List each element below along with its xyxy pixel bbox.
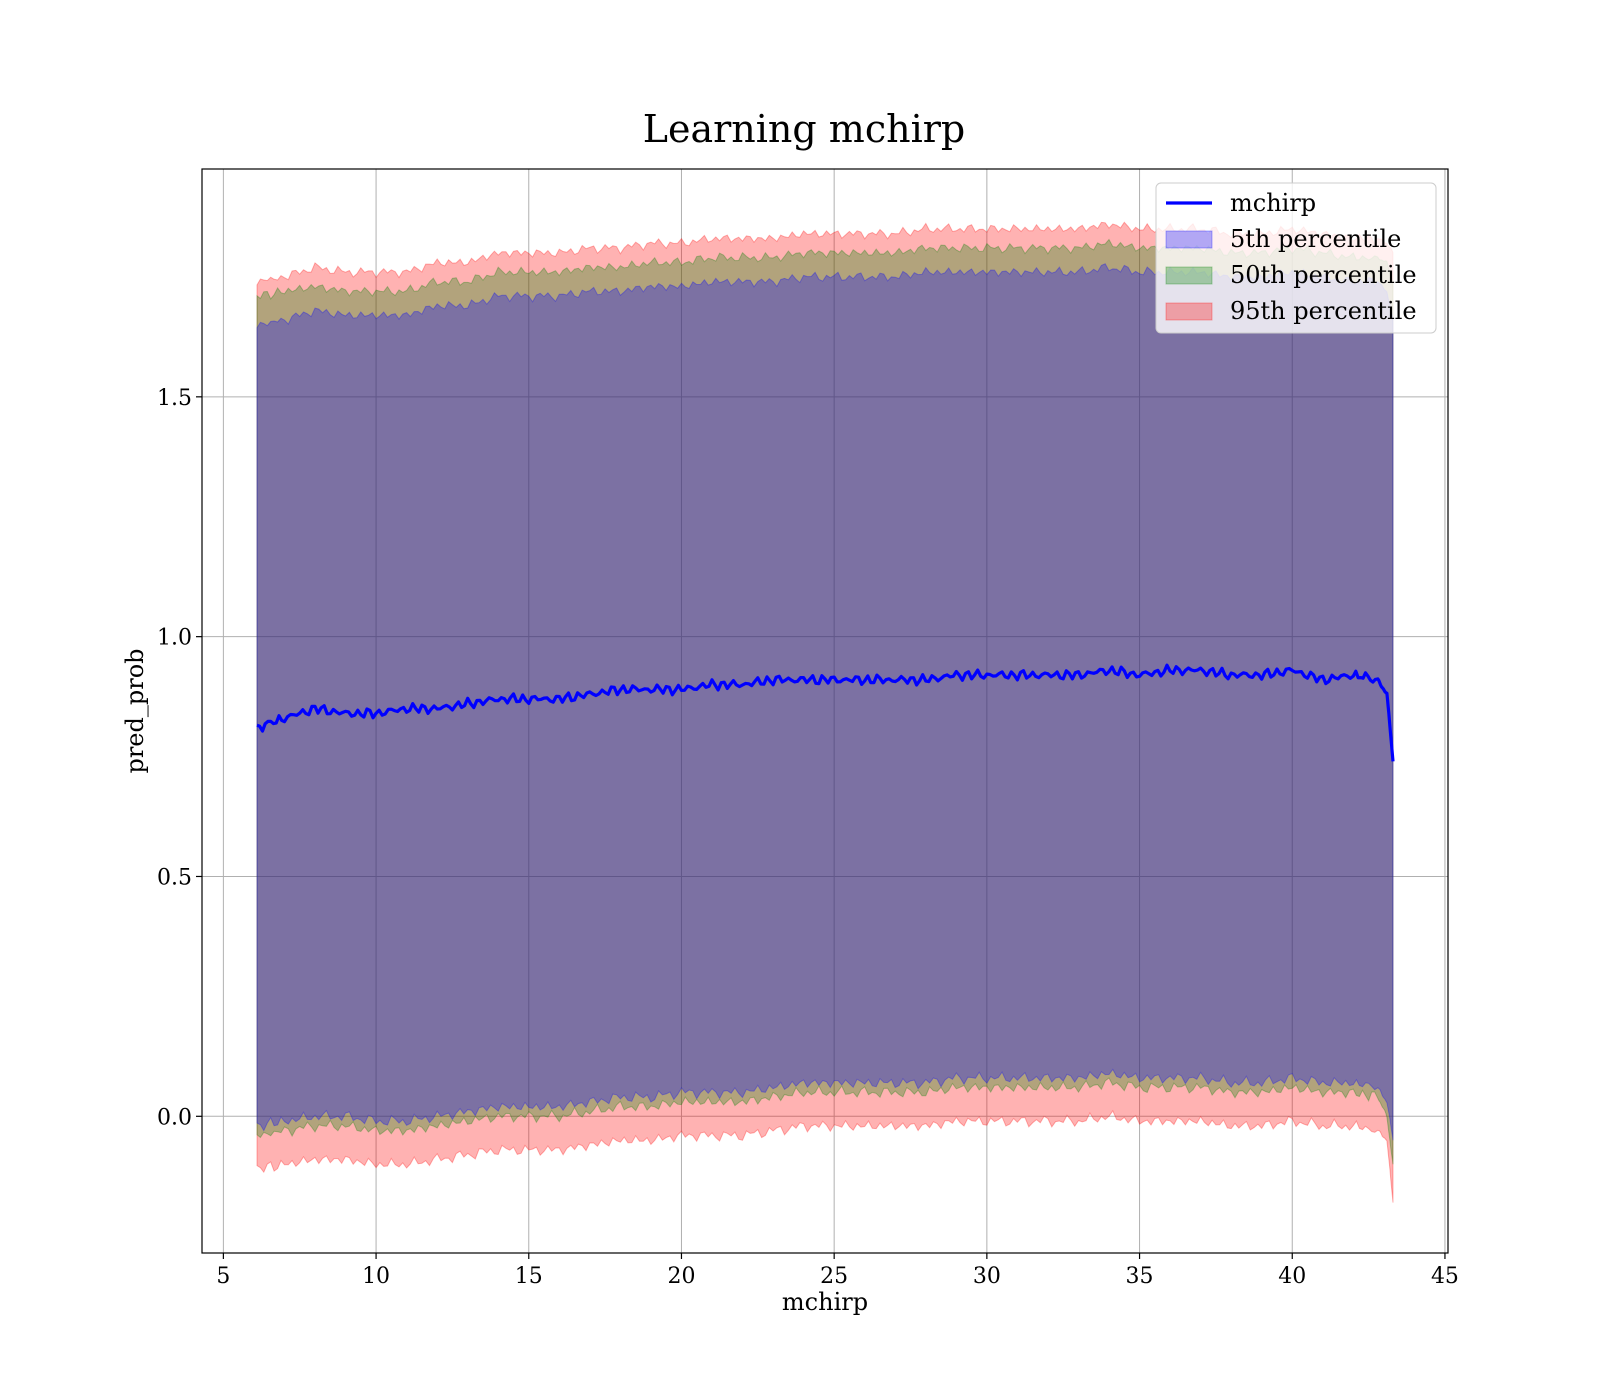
band-50th-percentile — [256, 238, 1394, 1165]
x-tick-label: 15 — [515, 1264, 543, 1289]
chart-title: Learning mchirp — [643, 107, 965, 151]
grid — [202, 169, 1448, 1253]
line-series — [256, 663, 1395, 762]
band-95th-percentile — [256, 221, 1394, 1203]
x-tick-label: 20 — [667, 1264, 695, 1289]
legend-box — [1155, 182, 1437, 334]
legend-label: mchirp — [1230, 189, 1316, 217]
x-tick-label: 5 — [216, 1264, 230, 1289]
y-tick-label: 0.5 — [157, 865, 192, 890]
x-axis-label: mchirp — [782, 1288, 868, 1316]
x-tick-label: 35 — [1126, 1264, 1154, 1289]
legend: mchirp 5th percentile 50th percentile 95th … — [1155, 182, 1437, 334]
percentile-bands — [256, 221, 1394, 1203]
legend-label: 5th percentile — [1230, 225, 1401, 253]
series-line-mchirp — [256, 663, 1395, 762]
y-tick-label: 1.0 — [157, 626, 192, 651]
legend-patch-swatch — [1165, 266, 1213, 285]
legend-label: 50th percentile — [1230, 261, 1417, 289]
x-tick-label: 25 — [820, 1264, 848, 1289]
x-tick-label: 45 — [1431, 1264, 1459, 1289]
plot-frame — [201, 168, 1449, 1254]
y-tick-label: 0.0 — [157, 1105, 192, 1130]
legend-patch-swatch — [1165, 302, 1213, 321]
x-tick-label: 30 — [973, 1264, 1001, 1289]
x-tick-label: 10 — [362, 1264, 390, 1289]
legend-label: 95th percentile — [1230, 297, 1417, 325]
y-tick-label: 1.5 — [157, 386, 192, 411]
axis-ticks: 5 10 15 20 25 30 35 40 45 0.0 0.5 1.0 1.5 — [157, 386, 1459, 1289]
y-axis-label: pred_prob — [121, 648, 149, 773]
x-tick-label: 40 — [1278, 1264, 1306, 1289]
legend-patch-swatch — [1165, 230, 1213, 249]
band-5th-percentile — [256, 263, 1394, 1141]
